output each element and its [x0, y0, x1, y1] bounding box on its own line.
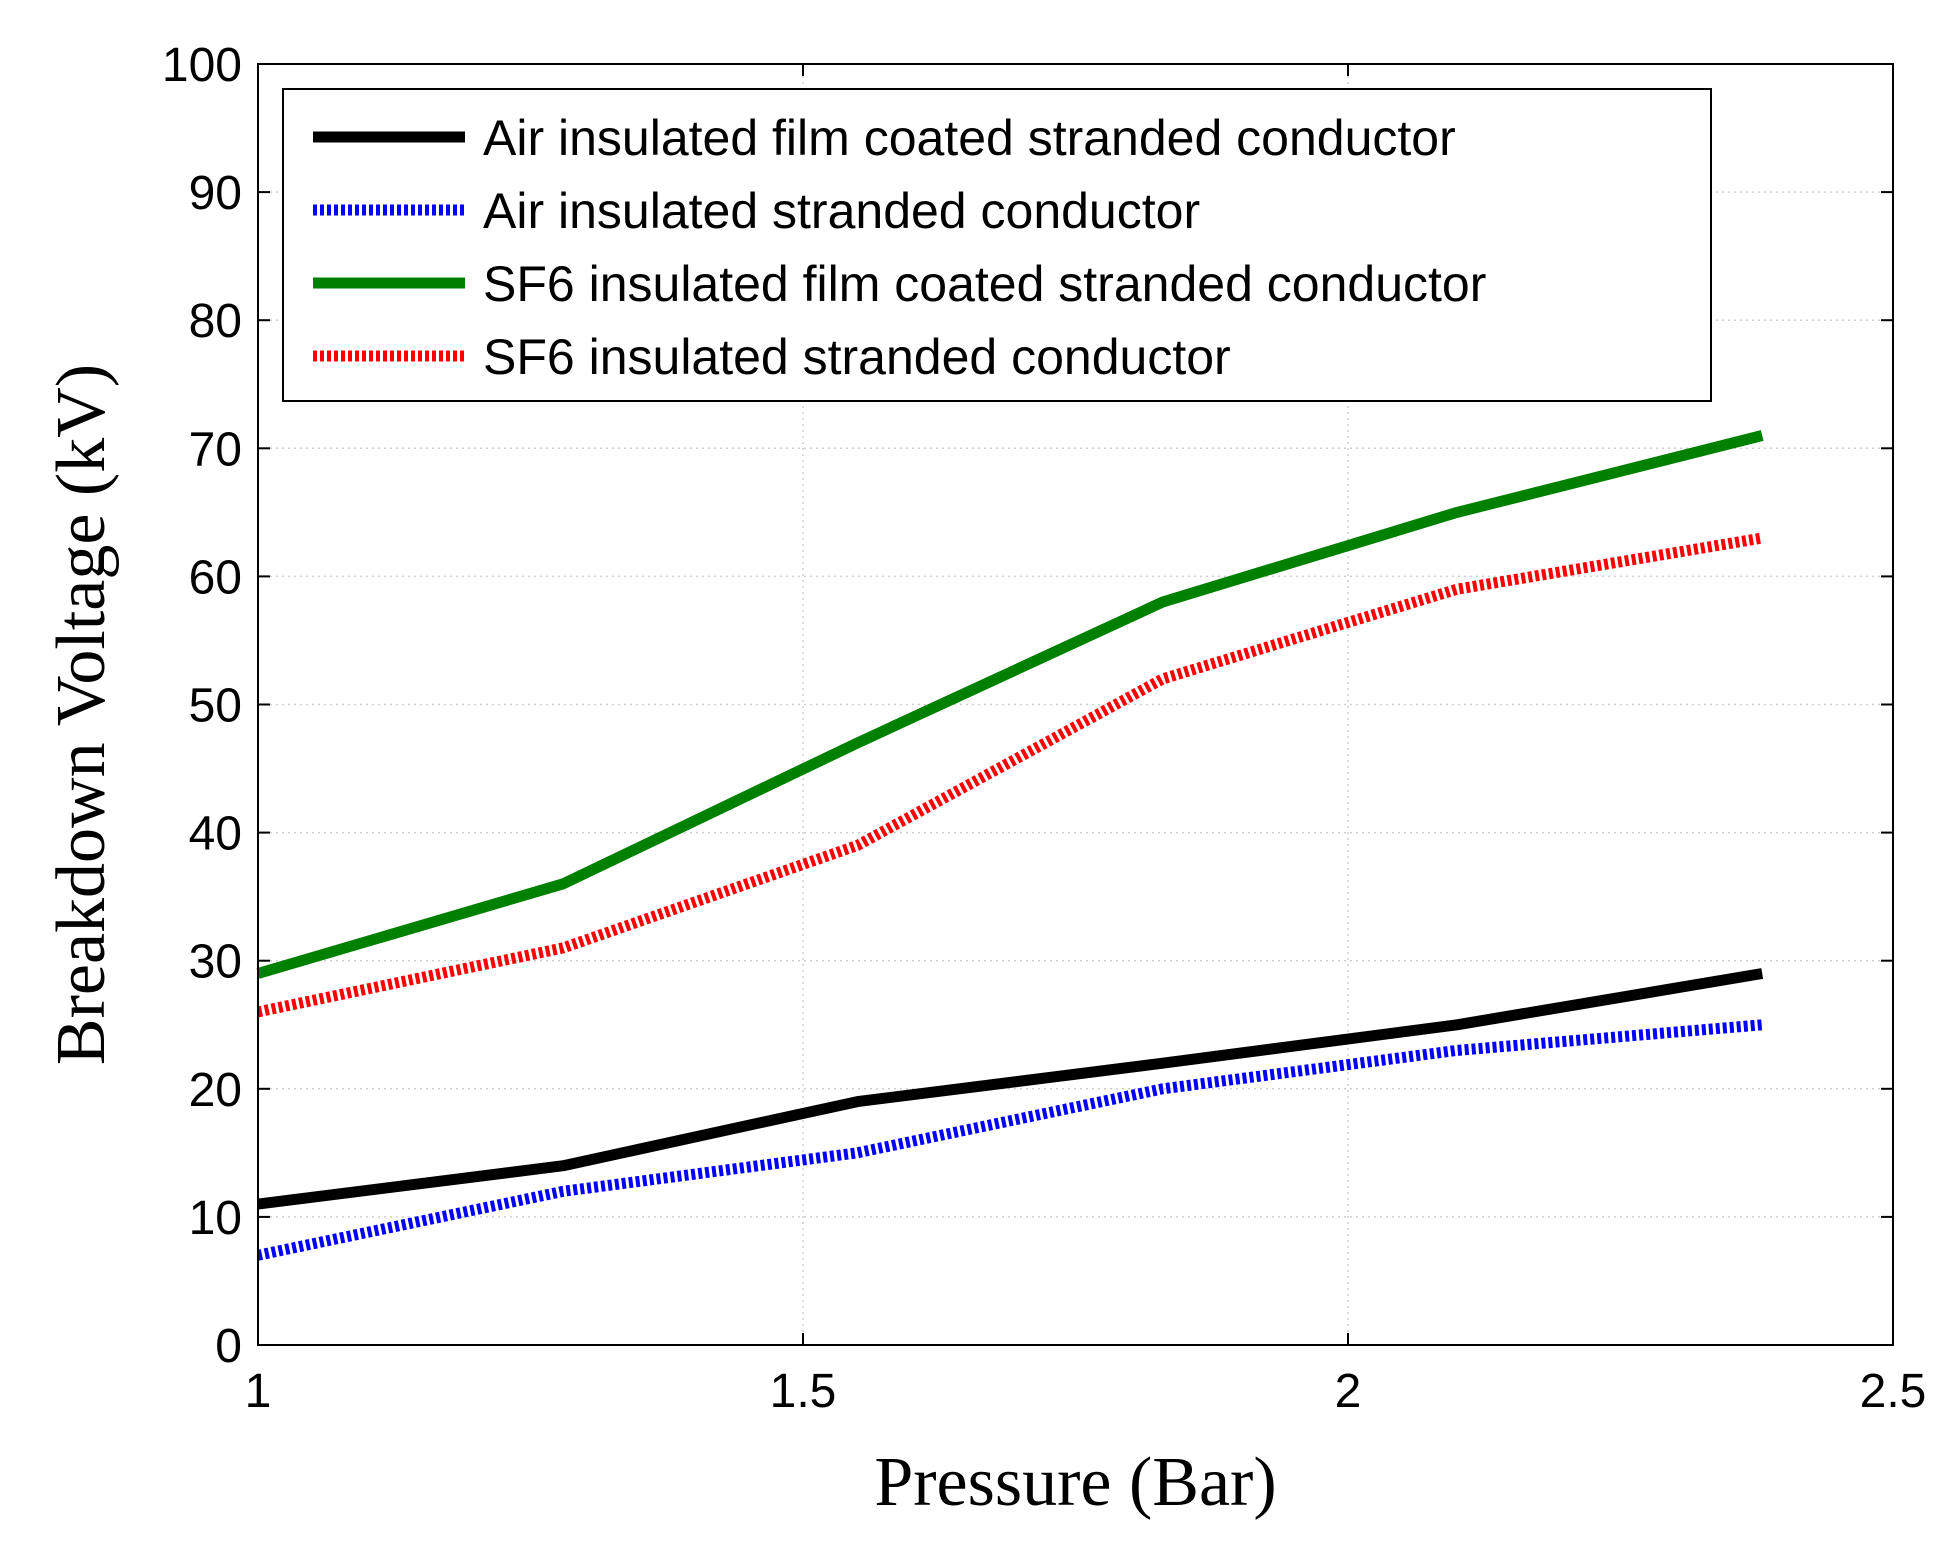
y-tick-label: 0	[215, 1320, 242, 1373]
x-tick-label: 2	[1335, 1365, 1362, 1418]
y-tick-label: 100	[162, 39, 242, 92]
series-line-3	[256, 430, 1764, 979]
series-line-2	[256, 1019, 1763, 1261]
legend-label: SF6 insulated stranded conductor	[483, 329, 1231, 385]
y-tick-label: 50	[189, 680, 242, 733]
x-tick-label: 1.5	[770, 1365, 837, 1418]
y-tick-labels: 0 10 20 30 40 50 60 70 80 90 100	[162, 39, 242, 1373]
series-lines	[256, 430, 1764, 1261]
axis-ticks	[257, 63, 1894, 1346]
y-tick-label: 10	[189, 1192, 242, 1245]
y-tick-label: 60	[189, 551, 242, 604]
legend-items: Air insulated film coated stranded condu…	[313, 110, 1486, 385]
legend-label: SF6 insulated film coated stranded condu…	[483, 256, 1486, 312]
series-line-1	[257, 968, 1764, 1210]
legend: Air insulated film coated stranded condu…	[282, 88, 1712, 402]
legend-label: Air insulated film coated stranded condu…	[483, 110, 1456, 166]
y-tick-label: 30	[189, 936, 242, 989]
series-line-4	[256, 532, 1764, 1018]
y-tick-label: 80	[189, 295, 242, 348]
y-axis-title: Breakdown Voltage (kV)	[43, 364, 120, 1065]
x-tick-label: 2.5	[1860, 1365, 1927, 1418]
y-tick-label: 70	[189, 423, 242, 476]
y-tick-label: 20	[189, 1064, 242, 1117]
x-axis-title: Pressure (Bar)	[874, 1444, 1276, 1521]
legend-box	[282, 88, 1712, 402]
legend-label: Air insulated stranded conductor	[483, 183, 1200, 239]
y-tick-label: 40	[189, 808, 242, 861]
y-tick-label: 90	[189, 167, 242, 220]
x-tick-labels: 1 1.5 2 2.5	[245, 1365, 1927, 1418]
x-tick-label: 1	[245, 1365, 272, 1418]
